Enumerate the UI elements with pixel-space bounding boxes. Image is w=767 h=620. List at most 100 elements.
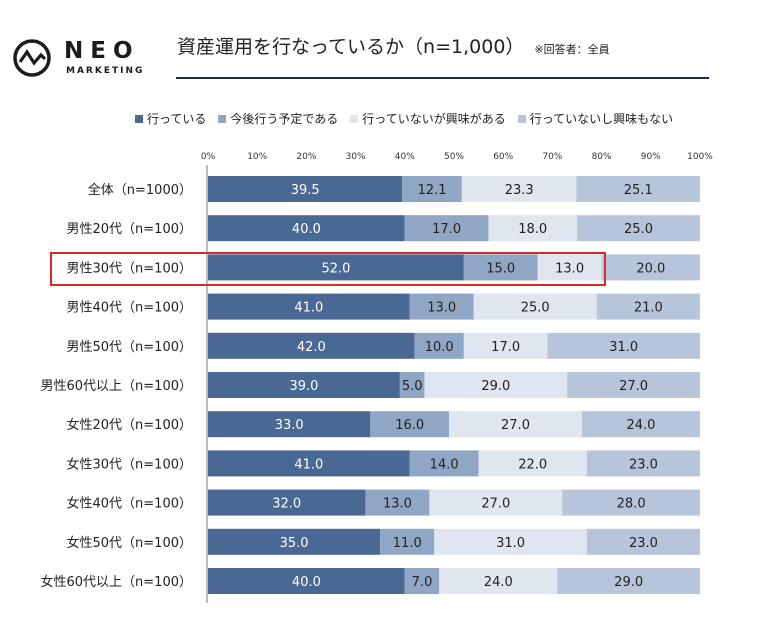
x-tick-label: 50%: [444, 152, 464, 162]
bar-segment: [402, 176, 462, 202]
legend-label: 今後行う予定である: [230, 112, 339, 126]
category-label: 男性50代（n=100）: [67, 340, 193, 355]
bar-segment: [557, 568, 700, 594]
bar-segment: [449, 411, 582, 438]
logo-word: NEO: [64, 38, 140, 64]
data-label: 41.0: [294, 301, 323, 316]
bar-segment: [473, 293, 597, 320]
bar-segment: [586, 528, 700, 555]
bar-segment: [537, 254, 602, 281]
legend-item: 行っている: [135, 110, 206, 127]
data-label: 22.0: [518, 457, 547, 472]
bar-segment: [596, 293, 700, 320]
bar-segment: [463, 332, 548, 359]
data-label: 40.0: [292, 222, 321, 237]
category-label: 女性50代（n=100）: [67, 535, 193, 551]
logo-subtitle: MARKETING: [66, 66, 145, 76]
bar-segment: [404, 215, 489, 242]
data-label: 12.1: [418, 183, 447, 198]
category-label: 男性40代（n=100）: [67, 301, 193, 316]
legend-label: 行っていないが興味がある: [362, 112, 506, 126]
legend-swatch: [135, 115, 143, 123]
category-label: 女性20代（n=100）: [67, 417, 193, 433]
x-tick-label: 10%: [247, 152, 267, 162]
bar-segment: [586, 450, 700, 477]
data-label: 23.3: [505, 183, 534, 198]
data-label: 29.0: [614, 575, 643, 590]
logo-pulse-icon: [13, 39, 51, 77]
data-label: 27.0: [501, 418, 530, 433]
data-label: 25.0: [521, 301, 550, 316]
data-label: 17.0: [432, 222, 461, 237]
bar-segment: [439, 568, 558, 594]
bar-segment: [208, 293, 410, 320]
x-tick-label: 80%: [592, 152, 612, 162]
chart-legend: 行っている 今後行う予定である 行っていないが興味がある 行っていないし興味もない: [135, 110, 685, 126]
data-label: 42.0: [297, 340, 326, 355]
title-underline: [176, 77, 709, 79]
data-label: 27.0: [481, 497, 510, 512]
data-label: 52.0: [321, 261, 350, 276]
x-tick-label: 70%: [542, 152, 562, 162]
legend-swatch: [350, 115, 359, 123]
data-label: 33.0: [275, 418, 304, 433]
bar-segment: [488, 215, 577, 242]
bar-segment: [208, 254, 464, 281]
data-label: 31.0: [496, 536, 525, 551]
data-label: 40.0: [292, 575, 321, 590]
data-label: 25.0: [624, 222, 653, 237]
legend-swatch: [517, 115, 526, 123]
bar-segment: [409, 450, 479, 477]
data-label: 18.0: [518, 222, 547, 237]
data-label: 13.0: [427, 301, 456, 316]
data-label: 32.0: [272, 497, 301, 512]
bar-segment: [208, 489, 366, 516]
data-label: 21.0: [634, 301, 663, 316]
data-label: 14.0: [430, 457, 459, 472]
bar-segment: [547, 332, 700, 359]
bar-segment: [478, 450, 587, 477]
category-label: 女性60代以上（n=100）: [41, 574, 193, 590]
x-tick-label: 30%: [346, 152, 366, 162]
chart-title-text: 資産運用を行なっているか（n=1,000）: [177, 36, 525, 58]
data-label: 20.0: [636, 261, 665, 276]
bar-segment: [429, 489, 563, 516]
data-label: 39.5: [291, 183, 320, 198]
legend-item: 行っていないが興味がある: [350, 110, 506, 127]
respondent-note: ※回答者：全員: [534, 43, 610, 56]
bar-segment: [365, 489, 430, 516]
category-label: 男性60代以上（n=100）: [41, 379, 193, 394]
legend-label: 行っていないし興味もない: [529, 112, 674, 126]
data-label: 5.0: [402, 379, 423, 394]
data-label: 41.0: [294, 457, 323, 472]
bar-segment: [581, 411, 700, 438]
legend-item: 行っていないし興味もない: [517, 110, 674, 127]
data-label: 23.0: [629, 457, 658, 472]
data-label: 17.0: [491, 340, 520, 355]
bar-segment: [414, 332, 464, 359]
data-label: 15.0: [486, 261, 515, 276]
data-label: 35.0: [280, 536, 309, 551]
bar-segment: [461, 176, 577, 202]
data-label: 16.0: [395, 418, 424, 433]
data-label: 28.0: [617, 497, 646, 512]
bar-segment: [434, 528, 587, 555]
bar-segment: [399, 372, 425, 398]
data-label: 29.0: [481, 379, 510, 394]
category-label: 男性30代（n=100）: [67, 261, 193, 276]
x-tick-label: 100%: [687, 152, 713, 162]
data-label: 13.0: [383, 497, 412, 512]
highlight-box: [50, 252, 606, 286]
chart-title: 資産運用を行なっているか（n=1,000） ※回答者：全員: [177, 32, 610, 59]
data-label: 27.0: [619, 379, 648, 394]
data-label: 13.0: [555, 261, 584, 276]
bar-segment: [208, 332, 415, 359]
data-label: 23.0: [629, 536, 658, 551]
category-label: 女性40代（n=100）: [67, 496, 193, 512]
bar-segment: [463, 254, 538, 281]
x-tick-label: 20%: [296, 152, 316, 162]
bar-segment: [208, 450, 410, 477]
data-label: 39.0: [289, 379, 318, 394]
category-label: 女性30代（n=100）: [67, 456, 193, 472]
category-label: 男性20代（n=100）: [67, 222, 193, 237]
